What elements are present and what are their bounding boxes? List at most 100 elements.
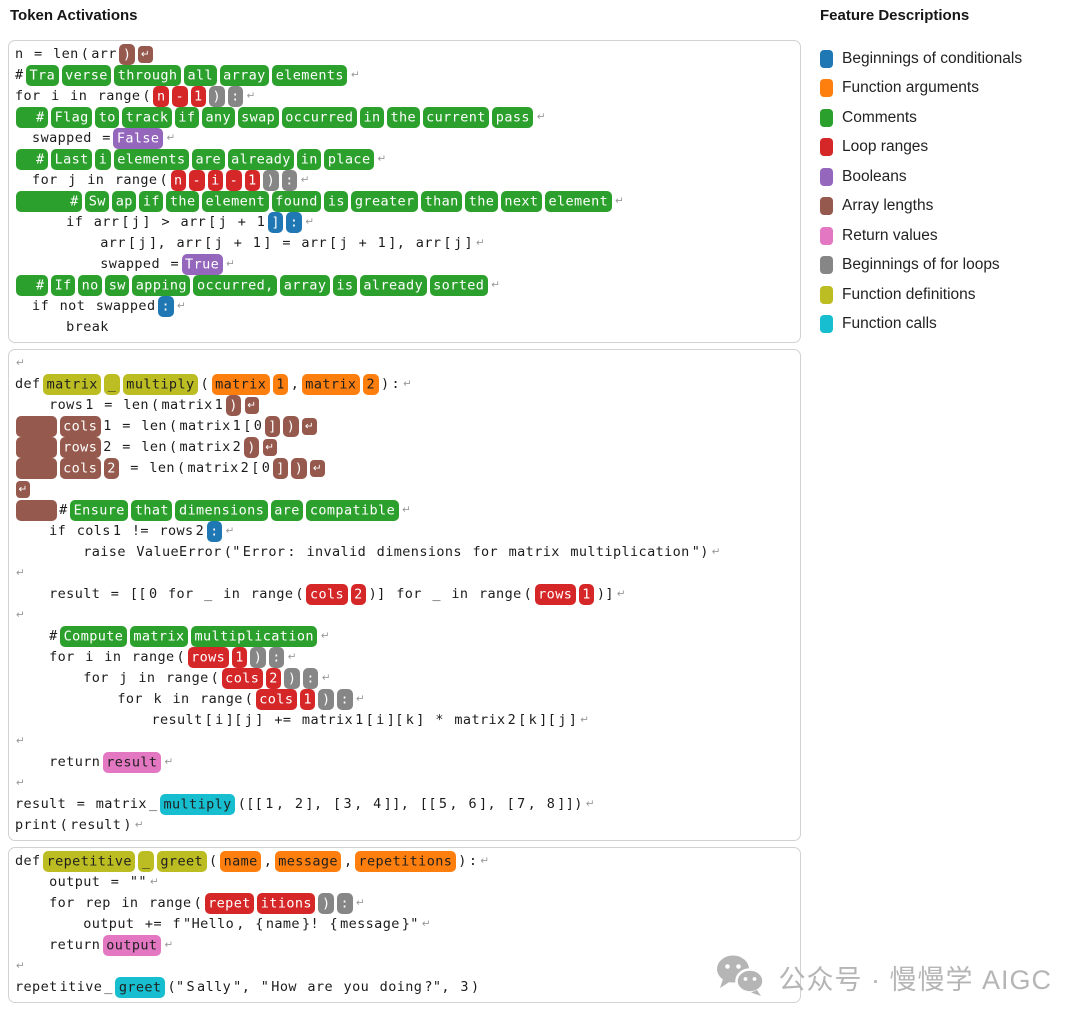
token-highlight-brown[interactable]: ): [225, 394, 242, 416]
token-highlight-olive[interactable]: multiply: [122, 373, 199, 395]
token-highlight-green[interactable]: Sw: [85, 190, 110, 212]
newline-icon-brown[interactable]: ↵: [302, 417, 317, 435]
token-highlight-brown[interactable]: ): [243, 436, 260, 458]
token-highlight-gray[interactable]: :: [268, 646, 285, 668]
token-highlight-green[interactable]: array: [219, 64, 270, 86]
token-highlight-red[interactable]: 1: [231, 646, 248, 668]
token-highlight-green[interactable]: #: [15, 190, 83, 212]
token-highlight-cyan[interactable]: multiply: [159, 793, 236, 815]
token-highlight-orange[interactable]: 1: [272, 373, 289, 395]
token-highlight-gray[interactable]: ): [209, 85, 225, 107]
token-highlight-orange[interactable]: name: [220, 850, 262, 872]
token-highlight-gray[interactable]: :: [336, 688, 353, 710]
token-highlight-brown[interactable]: ): [119, 43, 135, 65]
token-highlight-brown[interactable]: ): [283, 415, 299, 437]
token-highlight-green[interactable]: in: [297, 148, 322, 170]
token-highlight-red[interactable]: cols: [255, 688, 297, 710]
token-highlight-orange[interactable]: repetitions: [354, 850, 456, 872]
token-highlight-red[interactable]: rows: [534, 583, 576, 605]
token-highlight-green[interactable]: element: [544, 190, 612, 212]
token-highlight-green[interactable]: if: [139, 190, 164, 212]
token-highlight-red[interactable]: cols: [221, 667, 263, 689]
token-highlight-green[interactable]: in: [359, 106, 384, 128]
token-highlight-orange[interactable]: matrix: [301, 373, 360, 395]
token-highlight-red[interactable]: 2: [350, 583, 367, 605]
token-highlight-green[interactable]: track: [122, 106, 172, 128]
token-highlight-green[interactable]: the: [387, 106, 420, 128]
token-highlight-gray[interactable]: ): [250, 646, 266, 668]
token-highlight-red[interactable]: 1: [578, 583, 595, 605]
token-highlight-green[interactable]: verse: [61, 64, 112, 86]
token-highlight-red[interactable]: repet: [204, 892, 255, 914]
token-highlight-green[interactable]: that: [131, 499, 173, 521]
newline-icon-brown[interactable]: ↵: [310, 459, 325, 477]
token-highlight-olive[interactable]: _: [138, 850, 154, 872]
token-highlight-red[interactable]: 1: [299, 688, 316, 710]
token-highlight-green[interactable]: if: [174, 106, 199, 128]
token-highlight-red[interactable]: 1: [190, 85, 207, 107]
token-highlight-green[interactable]: Compute: [60, 625, 127, 647]
token-highlight-green[interactable]: swap: [237, 106, 279, 128]
token-highlight-red[interactable]: -: [171, 85, 188, 107]
token-highlight-green[interactable]: element: [201, 190, 269, 212]
newline-icon-brown[interactable]: ↵: [16, 480, 31, 498]
token-highlight-olive[interactable]: _: [104, 373, 120, 395]
token-highlight-green[interactable]: Tra: [26, 64, 59, 86]
token-highlight-green[interactable]: #: [15, 274, 49, 296]
token-highlight-green[interactable]: place: [324, 148, 374, 170]
token-highlight-green[interactable]: dimensions: [175, 499, 268, 521]
token-highlight-gray[interactable]: ): [318, 892, 334, 914]
token-highlight-gray[interactable]: :: [336, 892, 353, 914]
newline-icon-brown[interactable]: ↵: [262, 438, 277, 456]
token-highlight-orange[interactable]: 2: [362, 373, 379, 395]
token-highlight-green[interactable]: sw: [105, 274, 130, 296]
token-highlight-brown[interactable]: rows: [59, 436, 101, 458]
token-highlight-green[interactable]: the: [166, 190, 199, 212]
token-highlight-green[interactable]: elements: [272, 64, 348, 86]
token-highlight-green[interactable]: Ensure: [70, 499, 129, 521]
token-highlight-green[interactable]: through: [114, 64, 181, 86]
token-highlight-brown[interactable]: [15, 415, 57, 437]
token-highlight-olive[interactable]: greet: [156, 850, 207, 872]
token-highlight-green[interactable]: found: [271, 190, 322, 212]
token-highlight-gray[interactable]: :: [227, 85, 244, 107]
token-highlight-red[interactable]: n: [170, 169, 187, 191]
token-highlight-red[interactable]: 1: [244, 169, 261, 191]
token-highlight-green[interactable]: next: [500, 190, 542, 212]
token-highlight-green[interactable]: is: [324, 190, 349, 212]
token-highlight-brown[interactable]: [15, 436, 57, 458]
token-highlight-green[interactable]: Last: [51, 148, 93, 170]
token-highlight-red[interactable]: 2: [265, 667, 282, 689]
token-highlight-green[interactable]: is: [332, 274, 357, 296]
token-highlight-red[interactable]: cols: [306, 583, 348, 605]
token-highlight-green[interactable]: pass: [492, 106, 534, 128]
token-highlight-orange[interactable]: matrix: [211, 373, 270, 395]
token-highlight-green[interactable]: than: [421, 190, 463, 212]
token-highlight-gray[interactable]: ): [263, 169, 279, 191]
token-highlight-orange[interactable]: message: [274, 850, 342, 872]
token-highlight-pink[interactable]: output: [102, 934, 161, 956]
token-highlight-green[interactable]: greater: [351, 190, 419, 212]
token-highlight-green[interactable]: occurred: [281, 106, 357, 128]
token-highlight-purple[interactable]: True: [181, 253, 223, 275]
token-highlight-green[interactable]: Flag: [51, 106, 93, 128]
token-highlight-brown[interactable]: ]: [272, 457, 289, 479]
newline-icon-brown[interactable]: ↵: [138, 45, 153, 63]
token-highlight-green[interactable]: already: [227, 148, 295, 170]
token-highlight-green[interactable]: are: [270, 499, 304, 521]
token-highlight-red[interactable]: -: [189, 169, 205, 191]
token-highlight-gray[interactable]: :: [281, 169, 298, 191]
token-highlight-red[interactable]: n: [153, 85, 169, 107]
token-highlight-green[interactable]: apping: [132, 274, 191, 296]
token-highlight-brown[interactable]: [15, 499, 57, 521]
token-highlight-purple[interactable]: False: [113, 127, 163, 149]
token-highlight-green[interactable]: occurred,: [193, 274, 278, 296]
token-highlight-green[interactable]: elements: [113, 148, 189, 170]
token-highlight-green[interactable]: multiplication: [191, 625, 318, 647]
token-highlight-green[interactable]: are: [191, 148, 225, 170]
token-highlight-green[interactable]: #: [15, 148, 49, 170]
token-highlight-green[interactable]: all: [183, 64, 217, 86]
token-highlight-red[interactable]: -: [226, 169, 242, 191]
token-highlight-green[interactable]: any: [201, 106, 235, 128]
token-highlight-green[interactable]: compatible: [306, 499, 399, 521]
